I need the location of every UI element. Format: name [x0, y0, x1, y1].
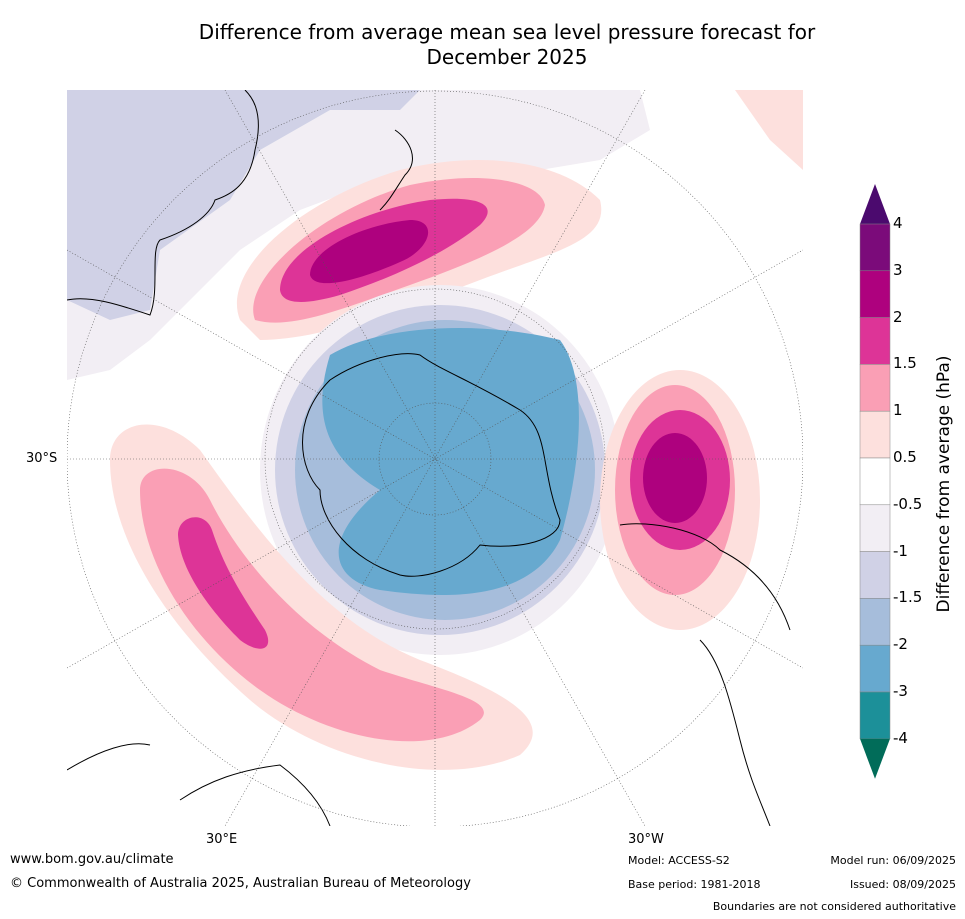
colorbar-swatch	[859, 410, 891, 459]
map-title: Difference from average mean sea level p…	[0, 20, 965, 70]
lat-label-30s: 30°S	[26, 451, 58, 466]
colorbar-tick-label: -2	[893, 635, 908, 654]
coastline-australia	[67, 90, 259, 316]
coastline-antarctica	[302, 353, 561, 577]
coastline-south-america	[619, 523, 791, 826]
colorbar-arrow-bottom	[860, 738, 890, 779]
low-antarctic-2	[322, 328, 579, 595]
colorbar-swatch	[859, 270, 891, 318]
colorbar-tick-label: -3	[893, 682, 908, 700]
colorbar-swatch	[859, 504, 891, 552]
colorbar	[859, 184, 891, 779]
lon-label-30e: 30°E	[206, 832, 238, 847]
footer-model: Model: ACCESS-S2	[628, 854, 730, 867]
colorbar-tick-label: -0.5	[893, 494, 923, 513]
footer-issued: Issued: 08/09/2025	[849, 878, 956, 891]
colorbar-swatch	[859, 457, 891, 506]
colorbar-tick-label: 1	[893, 401, 903, 420]
high-indian-15	[178, 517, 269, 649]
colorbar-tick-label: -1	[893, 541, 908, 560]
colorbar-tick-label: 3	[893, 260, 903, 279]
coastline-africa	[67, 743, 331, 826]
colorbar-swatch	[859, 317, 891, 365]
colorbar-swatch	[859, 644, 891, 693]
colorbar-title: Difference from average (hPa)	[934, 355, 954, 613]
footer-url: www.bom.gov.au/climate	[10, 852, 174, 867]
high-indian-1	[140, 468, 484, 742]
colorbar-tick-label: -1.5	[893, 588, 923, 607]
colorbar-tick-label: 0.5	[893, 448, 917, 466]
footer-copyright: © Commonwealth of Australia 2025, Austra…	[10, 876, 471, 891]
high-nz-2	[310, 220, 429, 284]
colorbar-swatch	[859, 551, 891, 599]
title-line-2: December 2025	[426, 45, 588, 69]
footer-base-period: Base period: 1981-2018	[628, 878, 761, 891]
footer-disclaimer: Boundaries are not considered authoritat…	[712, 900, 956, 913]
title-line-1: Difference from average mean sea level p…	[198, 20, 816, 44]
high-atlantic-2	[643, 433, 707, 523]
colorbar-arrow-top	[860, 184, 890, 224]
colorbar-tick-label: -4	[893, 728, 908, 747]
colorbar-swatch	[859, 691, 891, 740]
coastline-new-zealand	[379, 129, 413, 211]
colorbar-swatch	[859, 598, 891, 646]
lon-label-30w: 30°W	[628, 832, 664, 847]
colorbar-tick-label: 2	[893, 307, 903, 326]
colorbar-tick-label: 1.5	[893, 354, 917, 373]
colorbar-swatch	[859, 364, 891, 412]
map-frame	[67, 90, 803, 826]
colorbar-swatch	[859, 223, 891, 272]
anomaly-region-ne-positive	[735, 90, 803, 170]
footer-model-run: Model run: 06/09/2025	[830, 854, 956, 867]
colorbar-tick-label: 4	[893, 214, 903, 232]
graticule	[67, 90, 803, 826]
